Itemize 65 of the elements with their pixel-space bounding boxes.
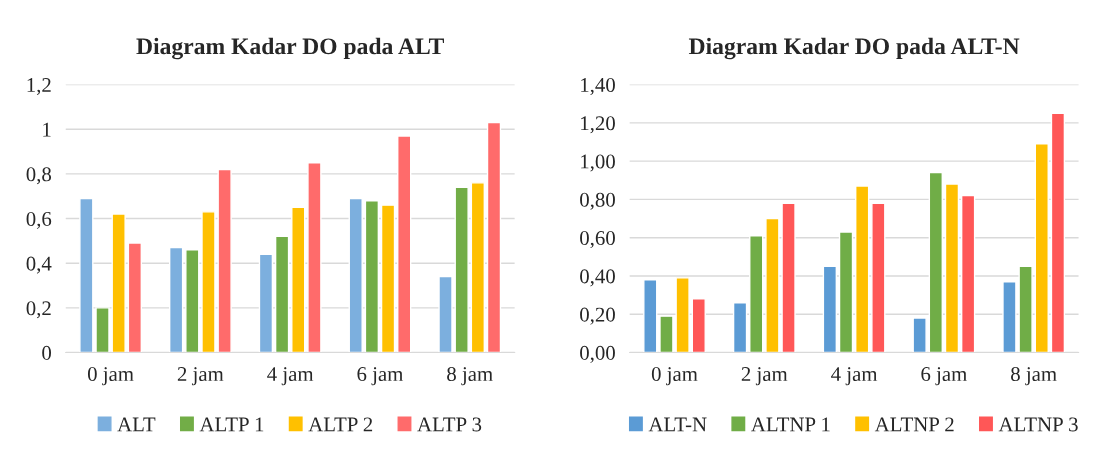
bar — [732, 302, 748, 353]
y-tick-label: 1,20 — [581, 116, 615, 134]
bar — [838, 231, 854, 353]
x-tick-label: 0 jam — [651, 366, 698, 386]
bar — [1034, 143, 1049, 353]
legend-label: ALTP 1 — [199, 417, 264, 432]
y-tick-label: 0,20 — [580, 307, 615, 325]
y-tick-label: 0,4 — [26, 256, 52, 274]
bar — [486, 121, 502, 353]
bar — [871, 202, 886, 353]
bar — [258, 253, 274, 353]
bar — [364, 199, 380, 353]
bar — [111, 213, 126, 353]
chart-title: Diagram Kadar DO pada ALT-N — [688, 37, 1020, 60]
x-tick-label: 0 jam — [87, 366, 134, 386]
y-tick-label: 0 — [42, 345, 52, 360]
y-tick-label: 0,6 — [26, 211, 52, 229]
x-tick-label: 4 jam — [831, 367, 878, 386]
x-tick-label: 8 jam — [1011, 366, 1057, 386]
legend-label: ALTNP 2 — [874, 417, 954, 432]
legend-label: ALTP 3 — [417, 417, 482, 432]
y-tick-label: 1 — [43, 122, 51, 137]
bar — [822, 265, 838, 353]
x-tick-label: 6 jam — [357, 367, 404, 386]
bar — [348, 197, 363, 353]
bar — [691, 298, 706, 353]
x-tick-label: 2 jam — [741, 367, 788, 386]
bar — [397, 135, 412, 353]
bar — [749, 235, 764, 353]
legend-label: ALTNP 3 — [998, 417, 1078, 432]
bar — [307, 162, 322, 353]
x-tick-label: 2 jam — [177, 367, 224, 386]
chart-title: Diagram Kadar DO pada ALT — [136, 37, 444, 60]
y-tick-label: 0,60 — [580, 231, 615, 249]
y-tick-label: 0,00 — [580, 345, 615, 363]
y-tick-label: 1,00 — [581, 154, 615, 172]
bar — [380, 204, 396, 353]
y-tick-label: 1,2 — [27, 78, 51, 96]
bar — [944, 183, 960, 353]
bar — [470, 182, 485, 353]
bar — [274, 235, 290, 353]
bar — [912, 317, 927, 353]
x-tick-label: 8 jam — [447, 366, 493, 386]
legend-label: ALTNP 1 — [751, 417, 830, 432]
legend-label: ALTP 2 — [308, 417, 373, 432]
bar — [1050, 112, 1066, 353]
bar — [928, 171, 943, 353]
x-tick-label: 4 jam — [267, 367, 314, 386]
bar — [168, 246, 184, 353]
y-tick-label: 1,40 — [581, 77, 615, 96]
legend-label: ALT-N — [648, 417, 707, 432]
bar — [291, 206, 306, 353]
y-tick-label: 0,40 — [580, 269, 615, 287]
bar — [454, 186, 469, 353]
x-tick-label: 6 jam — [921, 367, 967, 386]
legend-label: ALT — [117, 417, 156, 432]
y-tick-label: 0,2 — [26, 301, 51, 319]
bar — [127, 242, 142, 353]
y-tick-label: 0,8 — [26, 167, 52, 185]
bar — [438, 275, 453, 353]
y-tick-label: 0,80 — [580, 192, 615, 210]
bar — [960, 194, 976, 353]
bar — [643, 279, 658, 353]
bar — [855, 185, 870, 353]
bar — [185, 249, 200, 353]
